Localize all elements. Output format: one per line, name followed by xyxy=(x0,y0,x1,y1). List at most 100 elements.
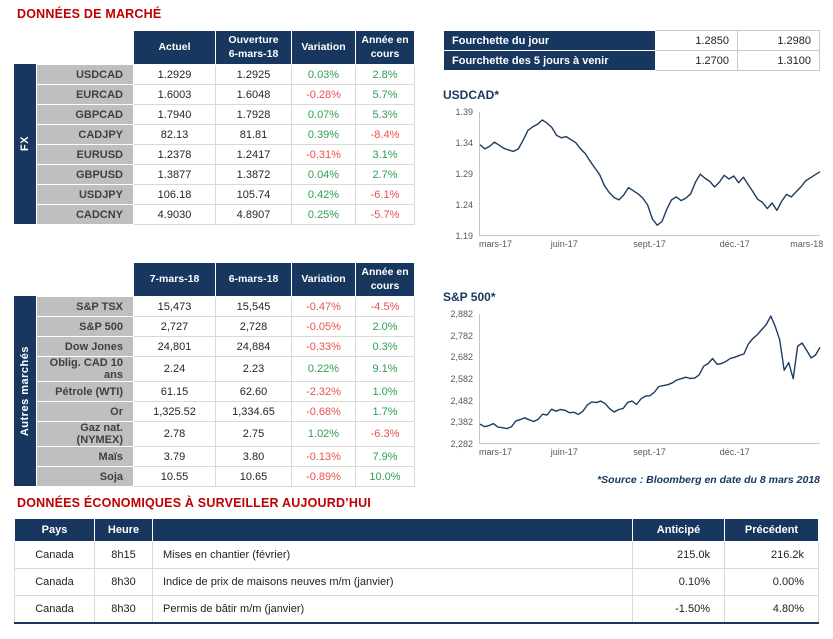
fx-table-row: USDJPY 106.18 105.74 0.42% -6.1% xyxy=(36,184,415,205)
usdcad-line xyxy=(479,119,821,226)
cell-ytd: 2.8% xyxy=(355,64,415,85)
cell-6mars: 24,884 xyxy=(215,336,292,357)
chart-body: 2,882 2,782 2,682 2,582 2,482 2,382 2,282 xyxy=(443,309,821,449)
cell-ytd: 5.3% xyxy=(355,104,415,125)
row-label: Oblig. CAD 10 ans xyxy=(36,356,134,382)
cell-variation: -0.68% xyxy=(291,401,356,422)
economic-data-title: DONNÉES ÉCONOMIQUES À SURVEILLER AUJOURD… xyxy=(17,496,371,510)
cell-anticipe: -1.50% xyxy=(632,595,725,623)
markets-side-strip: Autres marchés xyxy=(14,296,36,486)
cell-ytd: 1.7% xyxy=(355,401,415,422)
cell-6mars: 15,545 xyxy=(215,296,292,317)
cell-6mars: 62.60 xyxy=(215,381,292,402)
cell-description: Permis de bâtir m/m (janvier) xyxy=(152,595,633,623)
markets-table-row: Gaz nat. (NYMEX) 2.78 2.75 1.02% -6.3% xyxy=(36,421,415,447)
row-label: CADJPY xyxy=(36,124,134,145)
cell-variation: -0.47% xyxy=(291,296,356,317)
cell-ytd: 3.1% xyxy=(355,144,415,165)
column-header-ytd: Année en cours xyxy=(355,30,415,65)
cell-heure: 8h30 xyxy=(94,568,153,596)
cell-ytd: 10.0% xyxy=(355,466,415,487)
row-label: CADCNY xyxy=(36,204,134,225)
cell-actuel: 1.3877 xyxy=(133,164,216,185)
y-axis-tick-label: 2,682 xyxy=(450,352,473,363)
cell-6mars: 3.80 xyxy=(215,446,292,467)
cell-ytd: -4.5% xyxy=(355,296,415,317)
fx-table-row: EURCAD 1.6003 1.6048 -0.28% 5.7% xyxy=(36,84,415,105)
cell-heure: 8h15 xyxy=(94,541,153,569)
cell-precedent: 216.2k xyxy=(724,541,819,569)
y-axis-tick-label: 2,882 xyxy=(450,309,473,319)
range-table-section: Fourchette du jour 1.2850 1.2980 Fourche… xyxy=(443,30,820,71)
cell-ouverture: 1.7928 xyxy=(215,104,292,125)
plot-area xyxy=(479,112,821,236)
cell-variation: 0.07% xyxy=(291,104,356,125)
row-label: GBPUSD xyxy=(36,164,134,185)
y-axis-tick-label: 1.39 xyxy=(455,107,473,117)
cell-7mars: 24,801 xyxy=(133,336,216,357)
column-header-anticipe: Anticipé xyxy=(632,518,725,542)
y-axis: 1.39 1.34 1.29 1.24 1.19 xyxy=(443,107,479,241)
column-header-heure: Heure xyxy=(94,518,153,542)
y-axis-tick-label: 1.24 xyxy=(455,200,473,210)
cell-6mars: 2.23 xyxy=(215,356,292,382)
cell-precedent: 0.00% xyxy=(724,568,819,596)
cell-6mars: 2.75 xyxy=(215,421,292,447)
cell-ytd: -5.7% xyxy=(355,204,415,225)
cell-ytd: 1.0% xyxy=(355,381,415,402)
econ-table-row: Canada 8h15 Mises en chantier (février) … xyxy=(14,541,819,569)
cell-variation: 0.25% xyxy=(291,204,356,225)
cell-ytd: -8.4% xyxy=(355,124,415,145)
cell-variation: 0.04% xyxy=(291,164,356,185)
blank-corner-cell xyxy=(36,30,134,65)
cell-variation: -0.28% xyxy=(291,84,356,105)
cell-ytd: 0.3% xyxy=(355,336,415,357)
cell-variation: 0.39% xyxy=(291,124,356,145)
y-axis-tick-label: 2,282 xyxy=(450,439,473,449)
cell-variation: -0.33% xyxy=(291,336,356,357)
line-series xyxy=(479,315,821,430)
fx-table: Actuel Ouverture 6-mars-18 Variation Ann… xyxy=(36,30,415,225)
econ-table-section: Pays Heure Anticipé Précédent Canada 8h1… xyxy=(14,518,819,624)
column-header-7mars: 7-mars-18 xyxy=(133,262,216,297)
cell-7mars: 2.24 xyxy=(133,356,216,382)
cell-ouverture: 1.2417 xyxy=(215,144,292,165)
range-table-row: Fourchette des 5 jours à venir 1.2700 1.… xyxy=(443,50,820,71)
cell-actuel: 106.18 xyxy=(133,184,216,205)
cell-ytd: -6.3% xyxy=(355,421,415,447)
x-axis-tick-label: juin-17 xyxy=(550,447,578,457)
market-data-title: DONNÉES DE MARCHÉ xyxy=(17,7,162,21)
cell-ouverture: 1.6048 xyxy=(215,84,292,105)
y-axis-tick-label: 2,482 xyxy=(450,395,473,406)
cell-ytd: 7.9% xyxy=(355,446,415,467)
x-axis-tick-label: mars-17 xyxy=(479,239,513,249)
blank-corner-cell xyxy=(36,262,134,297)
y-axis-tick-label: 1.34 xyxy=(455,138,473,148)
cell-pays: Canada xyxy=(14,595,95,623)
x-axis: mars-17 juin-17 sept.-17 déc.-17 mars-18 xyxy=(479,236,823,250)
row-label: USDCAD xyxy=(36,64,134,85)
markets-side-label: Autres marchés xyxy=(19,345,31,437)
cell-actuel: 82.13 xyxy=(133,124,216,145)
chart-body: 1.39 1.34 1.29 1.24 1.19 xyxy=(443,107,821,241)
chart-title: S&P 500* xyxy=(443,290,496,304)
column-header-precedent: Précédent xyxy=(724,518,819,542)
cell-7mars: 2,727 xyxy=(133,316,216,337)
plot-area xyxy=(479,314,821,444)
cell-7mars: 1,325.52 xyxy=(133,401,216,422)
cell-7mars: 10.55 xyxy=(133,466,216,487)
markets-table-row: Or 1,325.52 1,334.65 -0.68% 1.7% xyxy=(36,401,415,422)
cell-ytd: 9.1% xyxy=(355,356,415,382)
cell-variation: 0.03% xyxy=(291,64,356,85)
row-label: USDJPY xyxy=(36,184,134,205)
x-axis-tick-label: mars-17 xyxy=(479,447,513,457)
x-axis: mars-17 juin-17 sept.-17 déc.-17 xyxy=(479,444,820,458)
econ-table-row: Canada 8h30 Indice de prix de maisons ne… xyxy=(14,568,819,596)
markets-table-row: Oblig. CAD 10 ans 2.24 2.23 0.22% 9.1% xyxy=(36,356,415,382)
cell-variation: -2.32% xyxy=(291,381,356,402)
column-header-variation: Variation xyxy=(291,262,356,297)
cell-ouverture: 81.81 xyxy=(215,124,292,145)
cell-6mars: 1,334.65 xyxy=(215,401,292,422)
markets-table-section: Autres marchés 7-mars-18 6-mars-18 Varia… xyxy=(14,262,415,487)
range-high-value: 1.3100 xyxy=(737,50,820,71)
